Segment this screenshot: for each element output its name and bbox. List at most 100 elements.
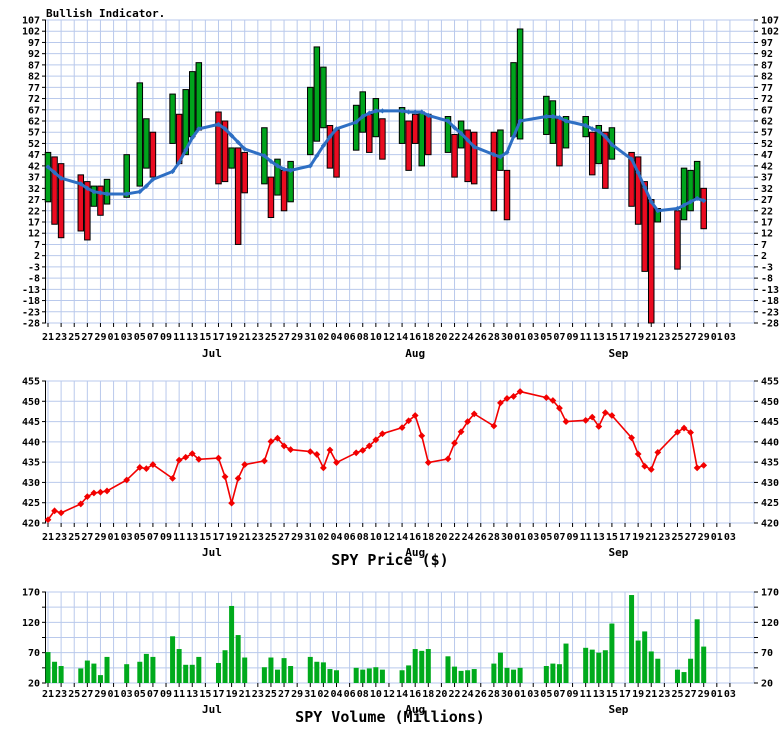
svg-text:03: 03 xyxy=(724,532,736,543)
bullish-indicator-title: Bullish Indicator. xyxy=(46,7,166,20)
svg-text:25: 25 xyxy=(265,689,277,700)
svg-text:30: 30 xyxy=(501,332,513,343)
svg-text:15: 15 xyxy=(606,332,618,343)
svg-text:01: 01 xyxy=(514,332,526,343)
svg-text:28: 28 xyxy=(488,332,500,343)
volume-bars xyxy=(45,595,707,683)
svg-text:67: 67 xyxy=(761,105,773,116)
svg-text:09: 09 xyxy=(567,689,579,700)
svg-text:24: 24 xyxy=(462,532,474,543)
svg-text:12: 12 xyxy=(383,689,395,700)
svg-text:25: 25 xyxy=(68,689,80,700)
svg-text:05: 05 xyxy=(540,332,552,343)
svg-text:18: 18 xyxy=(422,332,434,343)
svg-text:25: 25 xyxy=(265,332,277,343)
svg-text:70: 70 xyxy=(761,648,773,659)
svg-text:420: 420 xyxy=(761,519,779,530)
svg-text:09: 09 xyxy=(567,532,579,543)
svg-text:23: 23 xyxy=(658,689,670,700)
svg-text:23: 23 xyxy=(658,332,670,343)
svg-text:19: 19 xyxy=(632,689,644,700)
svg-text:25: 25 xyxy=(265,532,277,543)
spy-price-xlabel: SPY Price ($) xyxy=(331,551,449,569)
svg-text:20: 20 xyxy=(435,532,447,543)
svg-text:05: 05 xyxy=(540,689,552,700)
svg-text:31: 31 xyxy=(304,689,316,700)
svg-text:12: 12 xyxy=(383,332,395,343)
svg-text:27: 27 xyxy=(278,689,290,700)
svg-text:07: 07 xyxy=(147,689,159,700)
svg-text:27: 27 xyxy=(278,332,290,343)
svg-text:23: 23 xyxy=(658,532,670,543)
svg-text:22: 22 xyxy=(28,206,40,217)
svg-text:30: 30 xyxy=(501,689,513,700)
svg-text:21: 21 xyxy=(645,532,657,543)
svg-text:97: 97 xyxy=(761,38,773,49)
svg-text:08: 08 xyxy=(357,532,369,543)
svg-text:12: 12 xyxy=(28,229,40,240)
svg-text:20: 20 xyxy=(435,689,447,700)
svg-text:87: 87 xyxy=(28,60,40,71)
svg-text:04: 04 xyxy=(330,689,342,700)
svg-text:17: 17 xyxy=(28,218,40,229)
svg-text:77: 77 xyxy=(28,83,40,94)
svg-text:13: 13 xyxy=(186,689,198,700)
svg-text:06: 06 xyxy=(344,689,356,700)
svg-text:05: 05 xyxy=(540,532,552,543)
svg-text:02: 02 xyxy=(317,689,329,700)
svg-text:67: 67 xyxy=(28,105,40,116)
svg-text:42: 42 xyxy=(28,161,40,172)
svg-text:26: 26 xyxy=(475,332,487,343)
svg-text:445: 445 xyxy=(761,417,779,428)
svg-text:28: 28 xyxy=(488,532,500,543)
svg-text:92: 92 xyxy=(28,49,40,60)
svg-text:23: 23 xyxy=(252,332,264,343)
svg-text:19: 19 xyxy=(632,332,644,343)
svg-text:Jul: Jul xyxy=(202,546,222,559)
svg-text:04: 04 xyxy=(330,532,342,543)
svg-text:16: 16 xyxy=(409,689,421,700)
svg-text:09: 09 xyxy=(567,332,579,343)
svg-text:25: 25 xyxy=(671,689,683,700)
svg-text:-18: -18 xyxy=(761,296,779,307)
svg-text:29: 29 xyxy=(698,689,710,700)
svg-text:24: 24 xyxy=(462,689,474,700)
svg-text:7: 7 xyxy=(34,240,40,251)
svg-text:07: 07 xyxy=(553,332,565,343)
svg-text:18: 18 xyxy=(422,689,434,700)
svg-text:72: 72 xyxy=(761,94,773,105)
svg-text:47: 47 xyxy=(28,150,40,161)
price-markers xyxy=(44,388,708,524)
svg-text:11: 11 xyxy=(580,532,592,543)
svg-text:01: 01 xyxy=(108,689,120,700)
svg-text:13: 13 xyxy=(186,332,198,343)
svg-text:440: 440 xyxy=(22,437,40,448)
svg-text:11: 11 xyxy=(580,332,592,343)
svg-text:62: 62 xyxy=(761,117,773,128)
grid-lines xyxy=(46,380,755,524)
y-axis-labels: 20 20 70 70 120 120 170 170 xyxy=(22,588,779,690)
svg-text:425: 425 xyxy=(761,498,779,509)
svg-text:Jul: Jul xyxy=(202,703,222,716)
svg-text:27: 27 xyxy=(685,532,697,543)
svg-text:20: 20 xyxy=(28,679,40,690)
svg-text:30: 30 xyxy=(501,532,513,543)
svg-text:Sep: Sep xyxy=(609,703,629,716)
svg-text:17: 17 xyxy=(619,332,631,343)
svg-text:17: 17 xyxy=(212,532,224,543)
svg-text:455: 455 xyxy=(761,377,779,388)
svg-text:27: 27 xyxy=(278,532,290,543)
svg-text:107: 107 xyxy=(22,16,40,27)
svg-text:26: 26 xyxy=(475,689,487,700)
x-axis-labels: 21 23 25 27 29 01 03 05 07 09 11 13 15 17 19 21 23 25 27 29… xyxy=(42,683,736,716)
svg-text:31: 31 xyxy=(304,532,316,543)
svg-text:-3: -3 xyxy=(28,262,40,273)
svg-text:23: 23 xyxy=(252,689,264,700)
svg-text:08: 08 xyxy=(357,689,369,700)
y-axis-labels: 420 420 425 425 430 430 435 435 440 440 445 445 450 4… xyxy=(22,377,779,530)
svg-text:-8: -8 xyxy=(28,274,40,285)
svg-text:29: 29 xyxy=(291,332,303,343)
svg-text:72: 72 xyxy=(28,94,40,105)
spy-price-chart: 420 420 425 425 430 430 435 435 440 440 445 445 450 4… xyxy=(22,377,779,560)
